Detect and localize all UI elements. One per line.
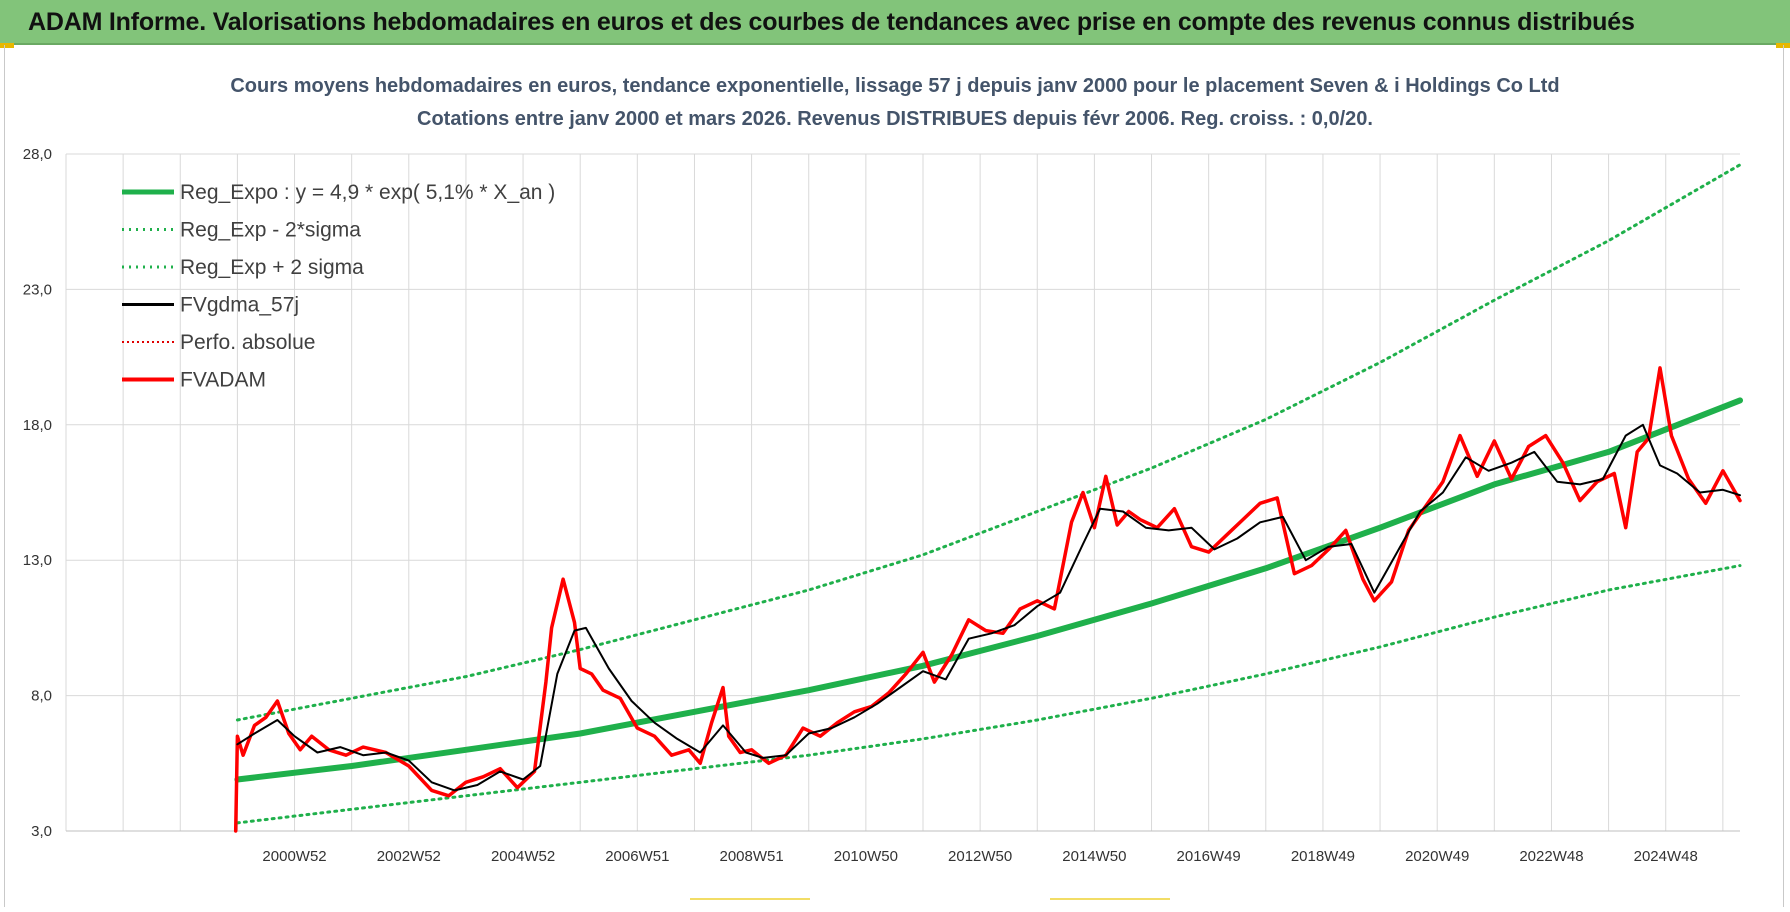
x-tick-label: 2014W50 xyxy=(1062,848,1126,865)
series-fvadam xyxy=(233,366,1742,833)
x-tick-label: 2020W49 xyxy=(1405,848,1469,865)
y-tick-label: 28,0 xyxy=(23,146,52,163)
chart-legend: Reg_Expo : y = 4,9 * exp( 5,1% * X_an ) R… xyxy=(122,181,555,392)
plot-area: 28,0 23,0 18,0 13,0 8,0 3,0 2000W52 2002W52 2004… xyxy=(23,146,1743,865)
legend-label: FVADAM xyxy=(180,369,266,392)
series-reg-plus-2sigma xyxy=(235,163,1742,722)
x-tick-label: 2022W48 xyxy=(1519,848,1583,865)
series-reg-minus-2sigma xyxy=(235,564,1742,825)
legend-label: Reg_Expo : y = 4,9 * exp( 5,1% * X_an ) xyxy=(180,181,555,204)
series-fvgdma-57j xyxy=(236,423,1741,792)
y-tick-label: 18,0 xyxy=(23,417,52,434)
x-tick-label: 2012W50 xyxy=(948,848,1012,865)
legend-label: Reg_Exp + 2 sigma xyxy=(180,256,364,279)
x-tick-label: 2002W52 xyxy=(377,848,441,865)
x-tick-label: 2006W51 xyxy=(605,848,669,865)
bottom-mark-1 xyxy=(690,898,810,900)
x-tick-label: 2004W52 xyxy=(491,848,555,865)
x-tick-label: 2018W49 xyxy=(1291,848,1355,865)
series-reg-expo xyxy=(234,397,1743,783)
legend-label: Perfo. absolue xyxy=(180,331,315,354)
x-tick-label: 2024W48 xyxy=(1634,848,1698,865)
chart-title-line-1: Cours moyens hebdomadaires en euros, ten… xyxy=(230,75,1559,97)
legend-label: Reg_Exp - 2*sigma xyxy=(180,219,361,242)
report-banner-title: ADAM Informe. Valorisations hebdomadaire… xyxy=(28,8,1635,36)
legend-label: FVgdma_57j xyxy=(180,294,299,317)
y-tick-label: 8,0 xyxy=(31,688,52,705)
x-tick-label: 2008W51 xyxy=(719,848,783,865)
chart-title-line-2: Cotations entre janv 2000 et mars 2026. … xyxy=(417,108,1373,130)
report-banner: ADAM Informe. Valorisations hebdomadaire… xyxy=(0,0,1790,45)
chart-frame xyxy=(4,45,1784,907)
y-tick-label: 13,0 xyxy=(23,552,52,569)
y-tick-label: 23,0 xyxy=(23,281,52,298)
x-tick-label: 2016W49 xyxy=(1177,848,1241,865)
y-tick-label: 3,0 xyxy=(31,823,52,840)
x-tick-label: 2000W52 xyxy=(262,848,326,865)
corner-mark-left xyxy=(0,43,14,48)
bottom-mark-2 xyxy=(1050,898,1170,900)
x-tick-label: 2010W50 xyxy=(834,848,898,865)
